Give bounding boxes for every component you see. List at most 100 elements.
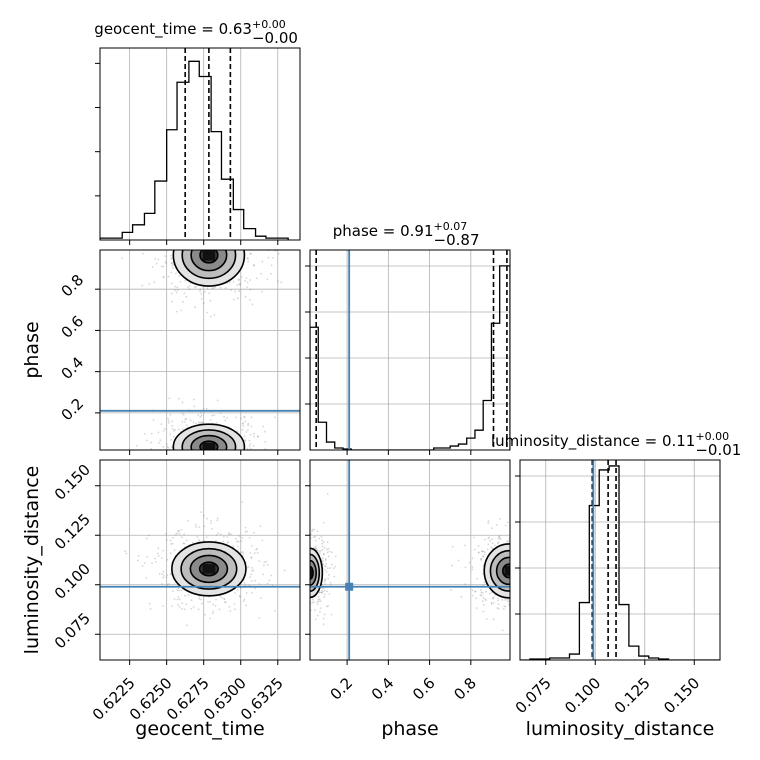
sample-point [175,216,177,218]
sample-point [305,589,307,591]
sample-point [257,215,259,217]
sample-point [226,247,228,249]
sample-point [528,562,530,564]
sample-point [167,275,170,278]
sample-point [243,231,245,233]
sample-point [302,546,304,548]
sample-point [303,594,305,596]
sample-point [319,600,322,603]
sample-point [121,257,124,260]
sample-point [205,465,207,467]
sample-point [192,453,194,455]
sample-point [170,262,173,265]
sample-point [256,455,258,457]
sample-point [200,511,202,514]
sample-point [473,548,476,551]
sample-point [171,266,174,269]
sample-point [159,232,161,234]
sample-point [186,457,188,459]
sample-point [516,556,518,558]
sample-point [201,421,204,424]
sample-point [301,592,303,594]
sample-point [258,583,261,585]
sample-point [524,543,526,545]
sample-point [198,597,201,600]
sample-point [527,569,529,571]
sample-point [228,533,231,536]
sample-point [307,551,309,553]
sample-point [286,552,288,554]
sample-point [242,600,245,602]
sample-point [514,556,516,558]
sample-point [305,580,307,582]
sample-point [153,281,156,284]
sample-point [521,559,523,561]
sample-point [214,214,216,216]
sample-point [302,573,304,575]
sample-point [480,550,483,553]
sample-point [165,262,168,264]
sample-point [180,536,183,539]
sample-point [516,542,518,544]
sample-point [175,310,178,313]
sample-point [164,261,167,263]
sample-point [192,421,195,424]
sample-point [197,237,199,239]
sample-point [146,555,149,558]
sample-point [304,597,306,599]
sample-point [537,563,539,565]
sample-point [186,233,188,235]
sample-point [250,556,253,559]
sample-point [244,279,247,282]
sample-point [303,581,305,583]
sample-point [151,562,153,565]
sample-point [181,412,184,415]
sample-point [177,428,180,431]
sample-point [209,454,211,456]
sample-point [497,599,499,602]
sample-point [172,428,174,431]
sample-point [228,454,230,456]
sample-point [243,439,246,442]
sample-point [512,568,514,570]
sample-point [266,582,269,585]
sample-point [302,574,304,576]
sample-point [307,613,309,615]
sample-point [188,241,190,243]
sample-point [205,229,207,231]
sample-point [232,545,235,548]
sample-point [213,216,215,218]
sample-point [292,549,294,551]
sample-point [209,237,211,239]
sample-point [180,227,182,229]
sample-point [520,595,522,597]
sample-point [303,551,305,553]
sample-point [183,542,186,545]
sample-point [201,247,203,249]
sample-point [252,264,255,266]
sample-point [240,276,243,278]
sample-point [182,242,184,244]
sample-point [291,581,293,583]
sample-point [254,465,256,467]
sample-point [208,248,210,250]
sample-point [230,533,232,536]
sample-point [154,557,157,560]
sample-point [214,466,216,468]
sample-point [514,576,516,578]
sample-point [202,514,205,517]
sample-point [232,227,234,229]
sample-point [306,573,308,575]
sample-point [177,497,179,499]
sample-point [481,600,484,603]
density-phase-luminosity_distance [286,460,560,660]
sample-point [227,224,229,226]
sample-point [201,602,204,605]
sample-point [558,594,560,596]
sample-point [171,424,174,427]
sample-point [188,241,190,243]
sample-point [308,623,310,625]
sample-point [190,456,192,458]
sample-point [329,581,332,584]
sample-point [528,580,530,582]
